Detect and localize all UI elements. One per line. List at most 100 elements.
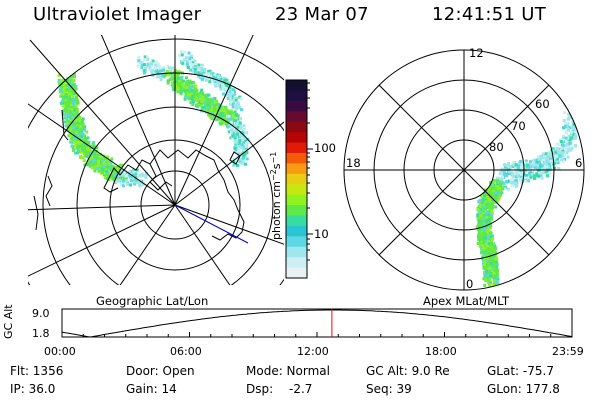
emission-pixel (198, 72, 202, 76)
emission-pixel (226, 125, 230, 129)
emission-pixel (496, 189, 500, 193)
emission-pixel (197, 68, 201, 72)
emission-pixel (125, 172, 128, 176)
emission-pixel (219, 75, 223, 79)
emission-pixel (239, 157, 242, 161)
emission-pixel (233, 134, 237, 138)
colorbar-cell (286, 80, 307, 92)
emission-pixel (190, 89, 194, 93)
emission-pixel (174, 88, 178, 92)
emission-pixel (208, 101, 212, 105)
emission-pixel (510, 181, 513, 185)
emission-pixel (184, 92, 188, 96)
emission-pixel (64, 124, 68, 128)
emission-pixel (486, 245, 489, 249)
emission-pixel (73, 92, 77, 95)
emission-pixel (140, 63, 144, 67)
emission-pixel (197, 74, 201, 78)
emission-pixel (121, 170, 125, 174)
emission-pixel (189, 56, 193, 60)
emission-pixel (566, 155, 570, 159)
emission-pixel (97, 159, 100, 163)
emission-pixel (237, 141, 241, 145)
emission-pixel (482, 229, 486, 233)
emission-pixel (72, 90, 76, 94)
emission-pixel (540, 164, 544, 168)
emission-pixel (105, 173, 109, 177)
emission-pixel (514, 166, 518, 170)
emission-pixel (76, 101, 80, 105)
emission-pixel (230, 100, 234, 104)
emission-pixel (111, 164, 115, 168)
emission-pixel (133, 180, 137, 184)
emission-pixel (521, 176, 525, 180)
emission-pixel (144, 176, 148, 180)
emission-pixel (506, 179, 510, 183)
emission-pixel (172, 77, 176, 81)
emission-pixel (213, 81, 217, 85)
emission-pixel (483, 262, 487, 266)
emission-pixel (487, 206, 491, 210)
emission-pixel (166, 79, 170, 83)
emission-pixel (72, 83, 76, 87)
emission-pixel (146, 55, 150, 59)
emission-pixel (159, 75, 163, 79)
emission-pixel (78, 119, 82, 123)
emission-pixel (478, 222, 482, 226)
emission-pixel (546, 174, 549, 178)
emission-pixel (217, 74, 221, 78)
emission-pixel (200, 92, 203, 96)
emission-pixel (479, 203, 483, 207)
emission-pixel (554, 150, 558, 154)
emission-pixel (117, 178, 121, 182)
emission-pixel (484, 216, 488, 220)
emission-pixel (486, 234, 490, 238)
emission-pixel (73, 75, 76, 79)
emission-pixel (194, 71, 197, 74)
emission-pixel (498, 195, 502, 199)
emission-pixel (506, 187, 510, 191)
emission-pixel (180, 53, 184, 57)
emission-pixel (245, 157, 249, 161)
emission-pixel (488, 216, 492, 219)
emission-pixel (537, 174, 541, 178)
emission-pixel (561, 150, 565, 154)
timeline-xtick-0600: 06:00 (170, 345, 202, 358)
emission-pixel (555, 154, 558, 158)
emission-pixel (105, 170, 109, 174)
emission-pixel (552, 156, 556, 160)
emission-pixel (519, 172, 523, 176)
emission-pixel (486, 219, 490, 223)
emission-pixel (63, 96, 67, 100)
emission-pixel (484, 211, 488, 215)
colorbar-cell (286, 90, 307, 102)
emission-pixel (555, 159, 559, 163)
timeline-ytick-max: 9.0 (32, 307, 50, 320)
emission-pixel (89, 156, 93, 160)
emission-pixel (80, 122, 84, 126)
emission-pixel (114, 173, 118, 177)
emission-pixel (489, 214, 493, 217)
emission-pixel (576, 112, 580, 115)
emission-pixel (101, 159, 105, 163)
emission-pixel (233, 150, 237, 154)
emission-pixel (514, 182, 518, 186)
mlt-label-18: 18 (346, 156, 361, 170)
emission-pixel (489, 247, 492, 251)
emission-pixel (90, 150, 93, 153)
emission-pixel (487, 250, 491, 254)
emission-pixel (83, 128, 87, 132)
emission-pixel (205, 101, 209, 104)
emission-pixel (177, 79, 181, 83)
emission-pixel (128, 170, 132, 173)
emission-pixel (209, 111, 213, 115)
emission-pixel (58, 80, 62, 84)
emission-pixel (222, 109, 225, 112)
emission-pixel (207, 108, 210, 112)
emission-pixel (510, 178, 514, 182)
emission-pixel (91, 163, 95, 167)
emission-pixel (244, 162, 247, 166)
emission-pixel (242, 162, 246, 166)
emission-pixel (76, 145, 80, 149)
emission-pixel (189, 68, 193, 72)
